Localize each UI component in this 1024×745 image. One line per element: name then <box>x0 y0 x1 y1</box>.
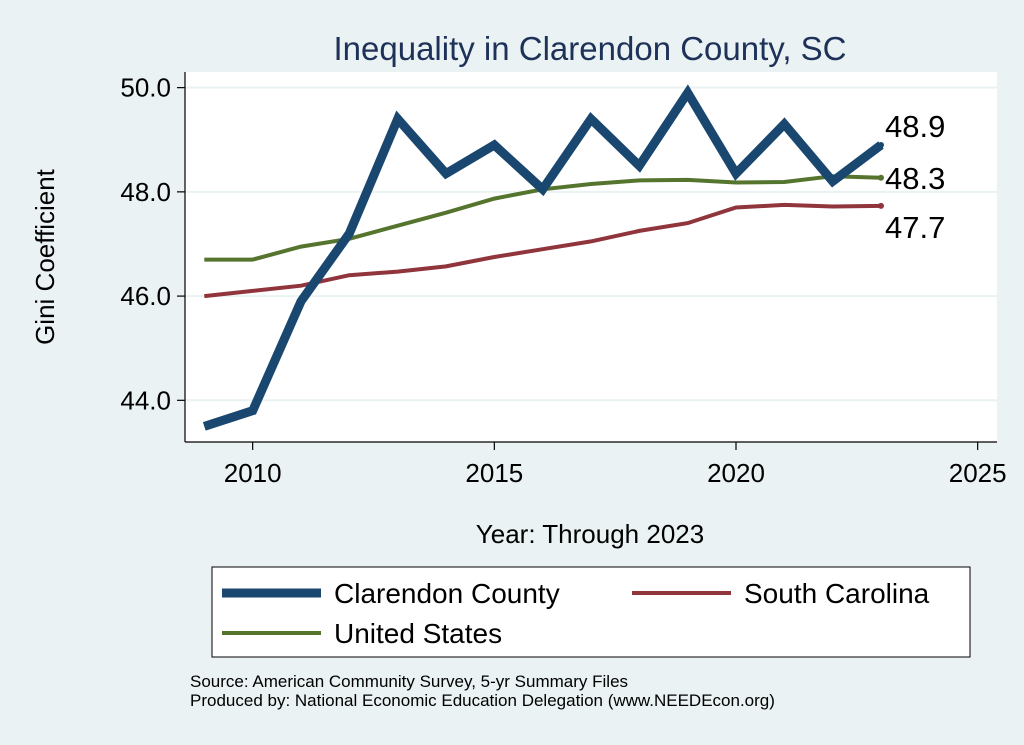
x-tick-label: 2020 <box>707 458 765 488</box>
legend-box <box>211 566 971 658</box>
end-labels: 48.9 47.7 48.3 <box>885 109 945 245</box>
y-tick-label: 50.0 <box>120 73 171 103</box>
series-line <box>202 84 884 431</box>
series-lines <box>202 84 884 431</box>
end-label: 48.9 <box>885 109 945 144</box>
y-tick-label: 44.0 <box>120 385 171 415</box>
x-tick-label: 2010 <box>224 458 282 488</box>
source-note: Source: American Community Survey, 5-yr … <box>190 672 629 691</box>
gridlines <box>185 86 997 402</box>
end-label: 47.7 <box>885 210 945 245</box>
legend-label: United States <box>334 618 502 649</box>
series-end-marker <box>878 174 884 181</box>
x-tick-label: 2015 <box>465 458 523 488</box>
series-end-marker <box>878 202 884 209</box>
x-axis-title: Year: Through 2023 <box>476 519 704 549</box>
y-axis-title: Gini Coefficient <box>30 168 60 345</box>
y-tick-label: 48.0 <box>120 177 171 207</box>
x-tick-label: 2025 <box>949 458 1007 488</box>
legend-label: South Carolina <box>744 578 930 609</box>
producer-note: Produced by: National Economic Education… <box>190 691 775 710</box>
legend: Clarendon County South Carolina United Sta… <box>222 578 930 649</box>
axes: 44.0 46.0 48.0 50.0 2010 2015 2020 2025 <box>120 72 1007 488</box>
chart-title: Inequality in Clarendon County, SC <box>333 30 846 67</box>
y-tick-label: 46.0 <box>120 281 171 311</box>
series-end-marker <box>878 141 884 148</box>
legend-label: Clarendon County <box>334 578 560 609</box>
end-label: 48.3 <box>885 161 945 196</box>
plot-area <box>185 72 997 442</box>
